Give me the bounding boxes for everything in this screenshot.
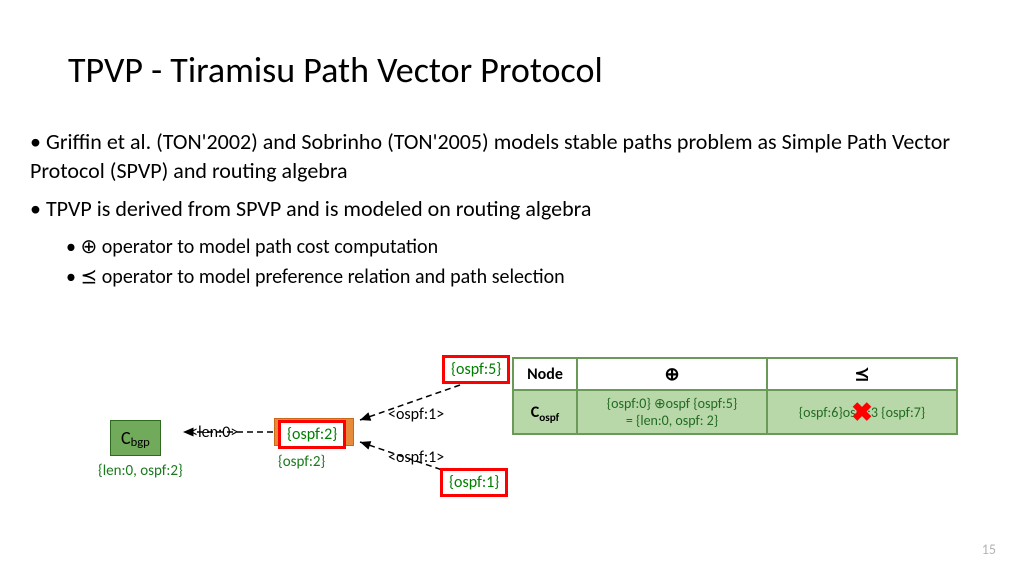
label-below-ospf2-wrap: {ospf:2}: [278, 452, 325, 471]
cell-prec-text: {ospf:6}ospf:3 {ospf:7}: [799, 404, 925, 421]
cbgp-c: C: [121, 427, 131, 449]
hdr-prec: ⪯: [767, 358, 957, 390]
edges-svg: [0, 0, 1024, 576]
cell-oplus: {ospf:0} ⊕ospf {ospf:5} = {len:0, ospf: …: [577, 390, 767, 434]
table-header-row: Node ⊕ ⪯: [513, 358, 957, 390]
hdr-node: Node: [513, 358, 577, 390]
cell-prec-strike: {ospf:6}ospf:3 {ospf:7}: [799, 404, 925, 421]
hdr-oplus: ⊕: [577, 358, 767, 390]
node-ospf5: {ospf:5}: [442, 355, 510, 384]
edge-label-len0: <len:0>: [190, 423, 238, 442]
edge-label-ospf1a: <ospf:1>: [388, 405, 444, 424]
table-row: Cospf {ospf:0} ⊕ospf {ospf:5} = {len:0, …: [513, 390, 957, 434]
row-label: Cospf: [513, 390, 577, 434]
node-ospf2: {ospf:2}: [278, 420, 346, 449]
label-below-ospf2: {ospf:2}: [278, 453, 325, 471]
node-cbgp: Cbgp: [110, 420, 161, 456]
node-ospf1: {ospf:1}: [440, 468, 508, 497]
cbgp-sub: bgp: [131, 435, 150, 450]
diagram-area: {ospf:5} {ospf:2} {ospf:1} Cbgp {len:0, …: [0, 0, 1024, 576]
cell-prec: {ospf:6}ospf:3 {ospf:7}: [767, 390, 957, 434]
row-label-sub: ospf: [539, 411, 559, 425]
label-below-cbgp: {len:0, ospf:2}: [98, 462, 183, 480]
cell-oplus-l1: {ospf:0} ⊕ospf {ospf:5}: [607, 395, 737, 412]
cell-oplus-text: {ospf:0} ⊕ospf {ospf:5} = {len:0, ospf: …: [607, 395, 737, 429]
page-number: 15: [982, 541, 996, 558]
cell-oplus-l2: = {len:0, ospf: 2}: [626, 412, 718, 429]
edge-label-ospf1b: <ospf:1>: [388, 448, 444, 467]
algebra-table: Node ⊕ ⪯ Cospf {ospf:0} ⊕ospf {ospf:5} =…: [512, 357, 958, 435]
row-label-c: C: [531, 403, 539, 422]
